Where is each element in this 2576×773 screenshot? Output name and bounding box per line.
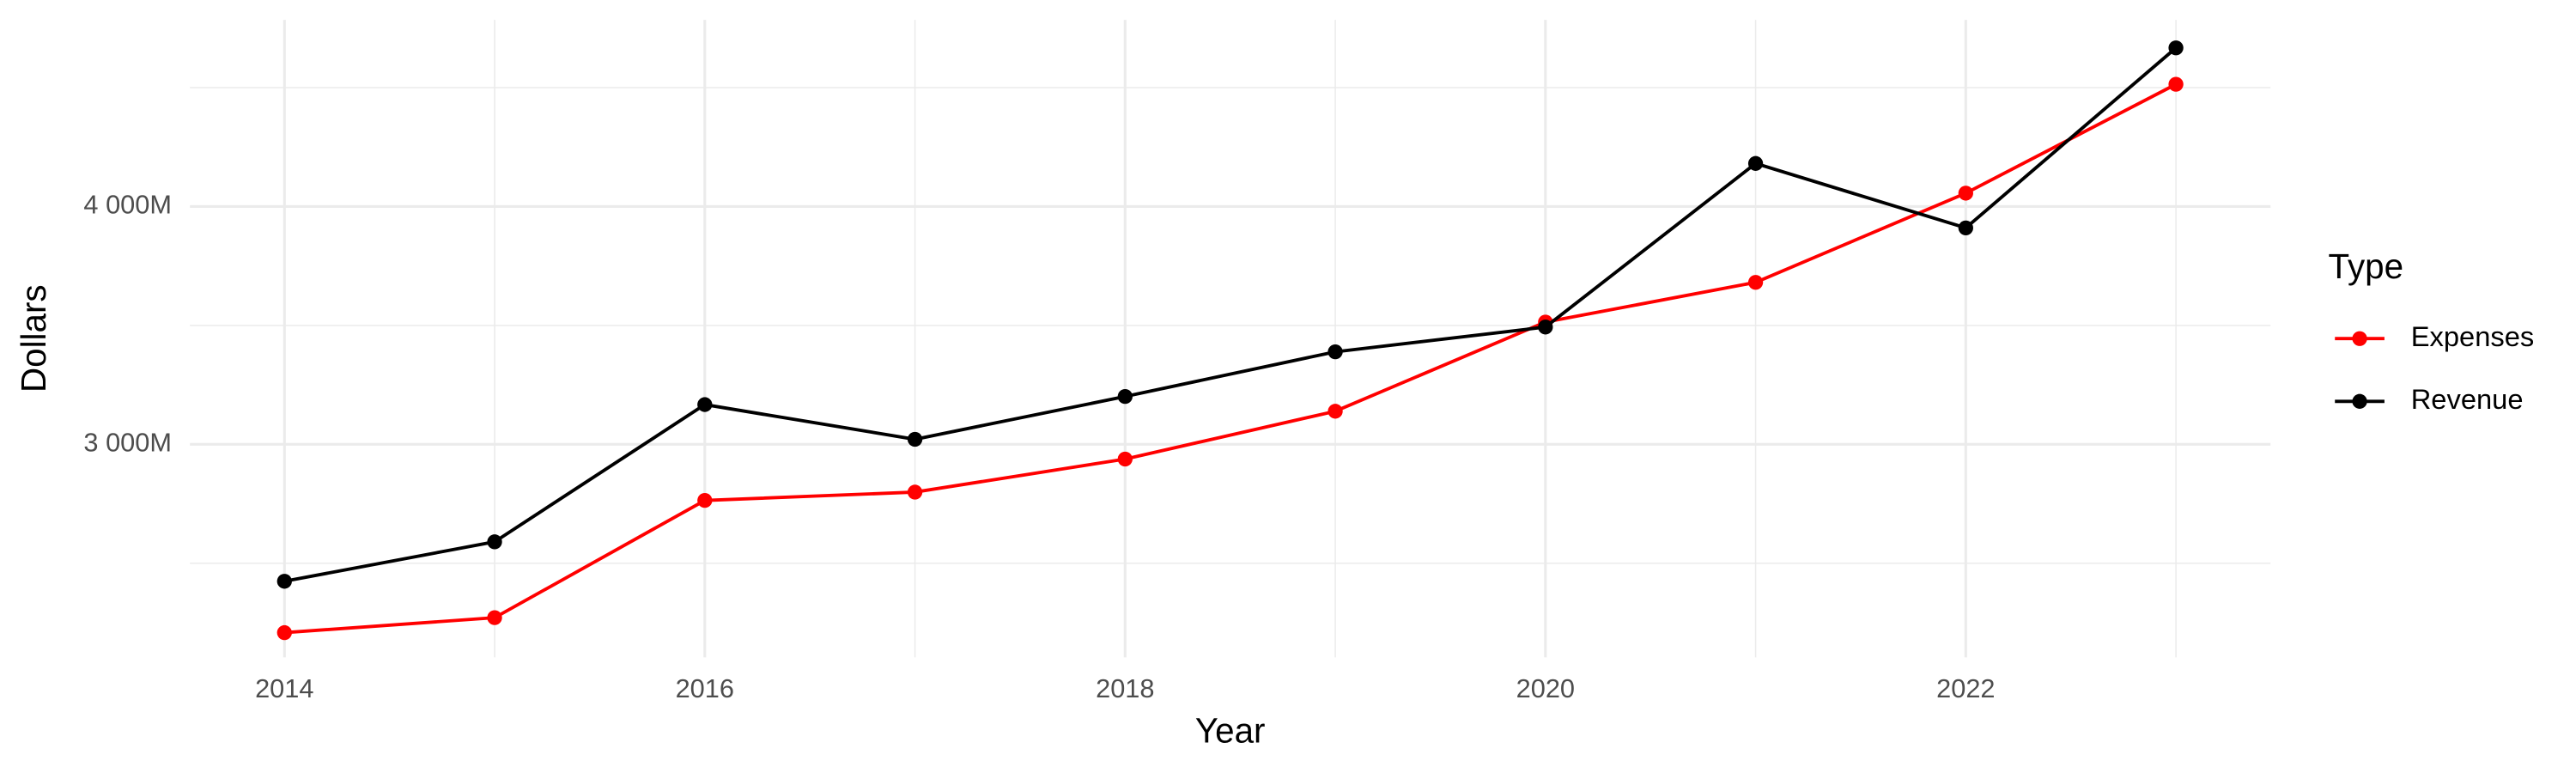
x-axis-title: Year	[1195, 711, 1266, 751]
data-point	[1327, 344, 1343, 360]
data-point	[2168, 40, 2184, 56]
x-tick-label: 2022	[1936, 673, 1995, 703]
x-tick-label: 2018	[1096, 673, 1154, 703]
data-point	[1327, 404, 1343, 419]
legend-label: Revenue	[2411, 383, 2524, 415]
legend-swatch-point	[2352, 331, 2367, 346]
data-point	[1117, 388, 1133, 405]
data-point	[1958, 220, 1973, 235]
series-line	[283, 46, 2178, 583]
data-point	[276, 574, 292, 589]
data-point	[1747, 275, 1764, 290]
data-point	[907, 484, 923, 500]
x-tick-label: 2014	[255, 673, 313, 703]
data-point	[1538, 320, 1553, 335]
data-point	[487, 610, 502, 625]
data-point	[697, 492, 713, 508]
data-point	[907, 431, 923, 447]
data-point	[2168, 76, 2184, 92]
legend-swatch-point	[2352, 393, 2367, 409]
y-tick-label: 3 000M	[83, 427, 172, 457]
series-line	[284, 82, 2177, 635]
x-tick-label: 2020	[1516, 673, 1575, 703]
data-point	[276, 624, 292, 641]
y-tick-label: 4 000M	[83, 190, 172, 220]
legend-label: Expenses	[2411, 320, 2535, 352]
data-point	[487, 534, 502, 550]
x-tick-label: 2016	[676, 673, 734, 703]
data-point	[1747, 155, 1764, 171]
y-axis-title: Dollars	[14, 284, 53, 393]
data-point	[1117, 451, 1133, 467]
legend-title: Type	[2329, 247, 2404, 286]
data-point	[697, 397, 713, 412]
data-point	[1958, 186, 1973, 201]
